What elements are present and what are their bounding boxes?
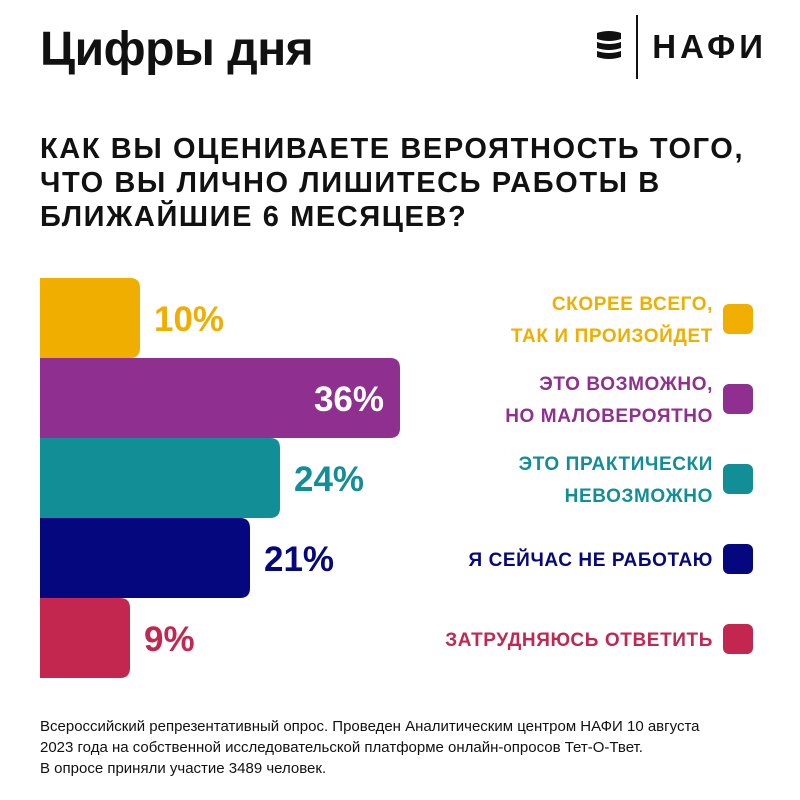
footer-note: Всероссийский репрезентативный опрос. Пр… [40,716,780,779]
legend-swatch [723,464,753,494]
legend-label: Я СЕЙЧАС НЕ РАБОТАЮ [468,549,713,571]
legend-label: ЗАТРУДНЯЮСЬ ОТВЕТИТЬ [445,630,713,651]
legend-swatch [723,624,753,654]
bar-value-label: 36% [314,380,384,419]
legend-label: НО МАЛОВЕРОЯТНО [505,406,713,427]
bar-value-label: 21% [264,540,334,579]
bar [40,438,280,518]
page-title: Цифры дня [40,23,314,76]
legend-swatch [723,544,753,574]
bar [40,518,250,598]
legend-label: СКОРЕЕ ВСЕГО, [552,294,713,315]
legend-swatch [723,384,753,414]
logo: НАФИ [594,14,767,80]
footer-line: В опросе приняли участие 3489 человек. [40,760,327,777]
legend-swatch [723,304,753,334]
logo-text: НАФИ [652,28,767,65]
bar [40,598,130,678]
question-line: ЧТО ВЫ ЛИЧНО ЛИШИТЕСЬ РАБОТЫ В [40,167,661,199]
legend-label: ЭТО ВОЗМОЖНО, [539,374,713,395]
logo-divider [636,15,639,79]
footer-line: Всероссийский репрезентативный опрос. Пр… [40,718,700,735]
bar [40,278,140,358]
legend-label: НЕВОЗМОЖНО [565,486,713,507]
bar [40,358,400,438]
stack-logo-icon [597,31,622,59]
question-line: БЛИЖАЙШИЕ 6 МЕСЯЦЕВ? [40,201,468,233]
bar-value-label: 9% [144,620,195,659]
bar-value-label: 24% [294,460,364,499]
bar-value-label: 10% [154,300,224,339]
chart-question: КАК ВЫ ОЦЕНИВАЕТЕ ВЕРОЯТНОСТЬ ТОГО, ЧТО … [40,132,760,234]
legend-label: ТАК И ПРОИЗОЙДЕТ [511,325,713,347]
legend-label: ЭТО ПРАКТИЧЕСКИ [519,454,713,475]
footer-line: 2023 года на собственной исследовательск… [40,739,643,756]
question-line: КАК ВЫ ОЦЕНИВАЕТЕ ВЕРОЯТНОСТЬ ТОГО, [40,133,745,165]
